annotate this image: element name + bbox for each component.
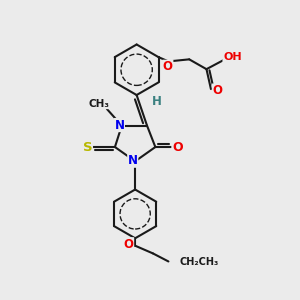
Text: O: O — [172, 140, 183, 154]
Text: H: H — [152, 95, 161, 108]
Text: S: S — [83, 140, 92, 154]
Text: CH₂CH₃: CH₂CH₃ — [180, 257, 219, 267]
Text: N: N — [128, 154, 138, 167]
Text: OH: OH — [223, 52, 242, 62]
Text: O: O — [163, 60, 173, 73]
Text: CH₃: CH₃ — [88, 99, 109, 109]
Text: O: O — [212, 84, 223, 97]
Text: O: O — [124, 238, 134, 251]
Text: N: N — [114, 118, 124, 131]
